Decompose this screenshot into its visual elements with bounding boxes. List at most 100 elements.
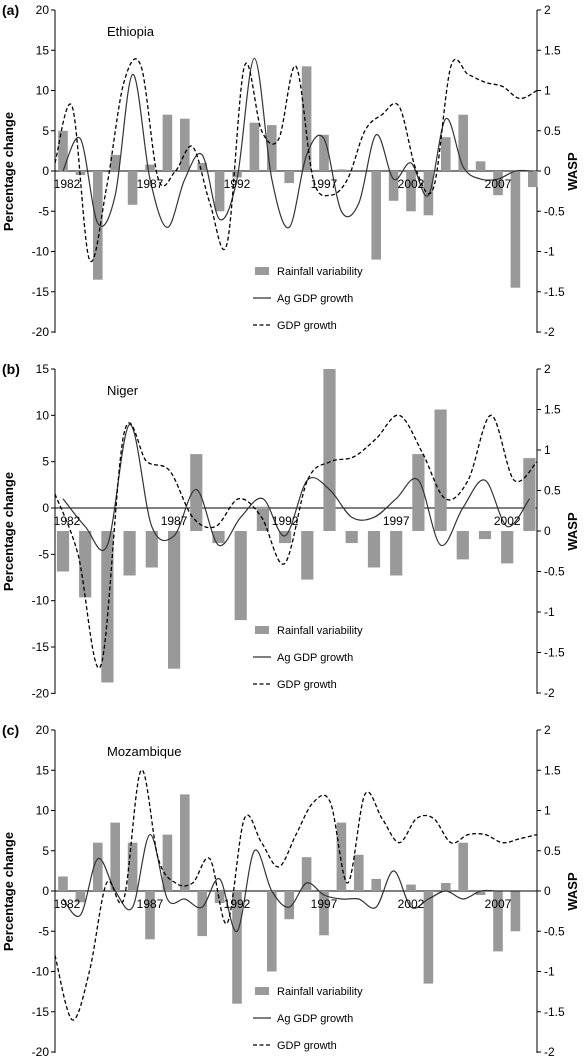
panel-label: (c) [2, 722, 19, 738]
right-tick-label: 1 [544, 84, 551, 98]
x-tick-label: 2002 [398, 897, 425, 911]
left-tick-label: 5 [42, 455, 49, 469]
x-tick-label: 2007 [485, 897, 512, 911]
x-tick-label: 1997 [311, 897, 338, 911]
right-tick-label: 1.5 [544, 403, 561, 417]
panel-ethiopia: 20 15 10 5 0 -5 -10 -15 -20 2 1.5 1 0.5 0 -0.5 -1 -1.5 -2… [1, 2, 580, 339]
rainfall-bar [110, 822, 120, 891]
left-tick-label: -20 [32, 325, 50, 339]
left-tick-label: -20 [32, 686, 50, 700]
rainfall-bar [162, 834, 173, 891]
rainfall-bar [406, 884, 416, 891]
rainfall-bar [354, 854, 364, 891]
legend-bar-swatch [255, 626, 269, 634]
left-tick-label: -5 [38, 204, 49, 218]
rainfall-bar [162, 114, 173, 171]
rainfall-bar [93, 171, 103, 280]
rainfall-bar [58, 130, 68, 172]
rainfall-bar [390, 531, 403, 576]
rainfall-bar [145, 891, 155, 940]
right-tick-label: 1.5 [544, 43, 561, 57]
rainfall-bar [93, 842, 103, 891]
left-tick-label: 20 [36, 3, 50, 17]
left-tick-label: 5 [42, 124, 49, 138]
rainfall-bar [388, 171, 399, 201]
rainfall-bar [123, 531, 136, 576]
rainfall-bar [110, 154, 120, 171]
right-tick-label: -1.5 [544, 285, 565, 299]
rainfall-bar [345, 531, 358, 544]
legend-rainfall-label: Rainfall variability [277, 266, 363, 278]
rainfall-bar [75, 891, 86, 903]
right-tick-label: 1 [544, 443, 551, 457]
ag-gdp-growth-line [62, 57, 533, 229]
rainfall-bar [58, 876, 68, 891]
left-tick-label: 5 [42, 844, 49, 858]
legend-ag-label: Ag GDP growth [277, 652, 353, 664]
gdp-growth-line [54, 769, 538, 1021]
rainfall-bar [510, 891, 521, 932]
legend-gdp-label: GDP growth [277, 679, 337, 691]
right-tick-label: -1 [544, 245, 555, 259]
right-tick-label: -0.5 [544, 204, 565, 218]
panel-label: (b) [2, 361, 20, 377]
rainfall-bar [267, 891, 277, 972]
left-tick-label: 0 [42, 164, 49, 178]
x-tick-label: 1992 [224, 177, 251, 191]
rainfall-bar [523, 458, 536, 531]
rainfall-bar [279, 531, 292, 544]
gdp-growth-line [54, 58, 538, 263]
left-tick-label: -5 [38, 547, 49, 561]
left-tick-label: -20 [32, 1045, 50, 1057]
rainfall-bar [79, 531, 92, 598]
left-tick-label: -10 [32, 965, 50, 979]
right-tick-label: -2 [544, 686, 555, 700]
rainfall-bar [249, 122, 260, 171]
left-axis-label: Percentage change [1, 472, 16, 591]
left-tick-label: 15 [36, 763, 50, 777]
right-tick-label: 1.5 [544, 763, 561, 777]
rainfall-bar [127, 171, 138, 205]
right-tick-label: 0.5 [544, 484, 561, 498]
right-tick-label: 2 [544, 362, 551, 376]
country-label: Ethiopia [107, 24, 155, 39]
left-tick-label: 0 [42, 501, 49, 515]
rainfall-bar [423, 891, 434, 984]
rainfall-bar [56, 531, 70, 572]
rainfall-bar [284, 171, 294, 184]
ag-gdp-growth-line [62, 833, 533, 932]
legend-gdp-label: GDP growth [277, 1040, 337, 1052]
legend-gdp-label: GDP growth [277, 320, 337, 332]
rainfall-bar [434, 409, 447, 531]
rainfall-bar [441, 883, 451, 891]
rainfall-bar [180, 794, 190, 891]
x-tick-label: 1982 [54, 514, 81, 528]
rainfall-bar [493, 891, 503, 952]
rainfall-bar [319, 134, 329, 171]
rainfall-bar [458, 842, 468, 891]
rainfall-bar [145, 164, 155, 171]
x-tick-label: 2002 [494, 514, 521, 528]
rainfall-bar [127, 842, 138, 891]
legend-bar-swatch [255, 987, 269, 995]
x-tick-label: 1997 [383, 514, 410, 528]
x-tick-label: 1982 [54, 177, 81, 191]
x-tick-label: 1982 [54, 897, 81, 911]
rainfall-bar [441, 137, 451, 171]
rainfall-bar [458, 114, 468, 171]
right-tick-label: -2 [544, 325, 555, 339]
left-tick-label: -15 [32, 640, 50, 654]
rainfall-bar [371, 171, 381, 260]
ag-gdp-growth-line [62, 423, 530, 552]
legend-rainfall-label: Rainfall variability [277, 986, 363, 998]
left-tick-label: -15 [32, 1005, 50, 1019]
rainfall-bar [301, 531, 314, 580]
rainfall-bar [267, 125, 277, 171]
rainfall-bar [367, 531, 381, 568]
right-axis-label: WASP [565, 152, 580, 191]
left-tick-label: 0 [42, 884, 49, 898]
right-tick-label: -1 [544, 605, 555, 619]
right-tick-label: -1.5 [544, 646, 565, 660]
left-tick-label: 10 [36, 84, 50, 98]
x-tick-label: 2002 [398, 177, 425, 191]
